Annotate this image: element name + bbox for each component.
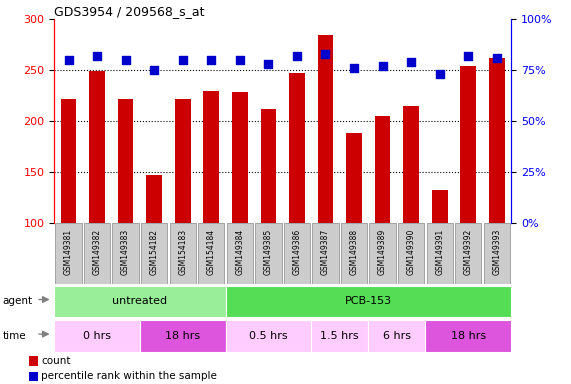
Bar bbox=[289, 73, 305, 223]
Text: count: count bbox=[42, 356, 71, 366]
Text: GSM154184: GSM154184 bbox=[207, 229, 216, 275]
FancyBboxPatch shape bbox=[227, 223, 253, 283]
Text: GSM149388: GSM149388 bbox=[349, 229, 359, 275]
FancyBboxPatch shape bbox=[198, 223, 224, 283]
Text: 18 hrs: 18 hrs bbox=[451, 331, 486, 341]
Text: 0 hrs: 0 hrs bbox=[83, 331, 111, 341]
Point bbox=[435, 71, 444, 77]
Bar bbox=[203, 91, 219, 223]
FancyBboxPatch shape bbox=[84, 223, 110, 283]
Bar bbox=[403, 106, 419, 223]
FancyBboxPatch shape bbox=[284, 223, 310, 283]
Text: GSM149389: GSM149389 bbox=[378, 229, 387, 275]
Point bbox=[64, 57, 73, 63]
Text: GSM149391: GSM149391 bbox=[435, 229, 444, 275]
Point bbox=[492, 55, 501, 61]
FancyBboxPatch shape bbox=[369, 223, 396, 283]
Text: GSM149392: GSM149392 bbox=[464, 229, 473, 275]
Bar bbox=[232, 93, 248, 223]
FancyBboxPatch shape bbox=[484, 223, 510, 283]
Point bbox=[407, 59, 416, 65]
Bar bbox=[29, 372, 38, 381]
FancyBboxPatch shape bbox=[54, 286, 226, 317]
FancyBboxPatch shape bbox=[398, 223, 424, 283]
Text: untreated: untreated bbox=[112, 296, 167, 306]
Point bbox=[235, 57, 244, 63]
Point bbox=[178, 57, 187, 63]
Text: GSM149384: GSM149384 bbox=[235, 229, 244, 275]
Bar bbox=[317, 35, 333, 223]
Text: agent: agent bbox=[3, 296, 33, 306]
Point bbox=[378, 63, 387, 69]
Text: GDS3954 / 209568_s_at: GDS3954 / 209568_s_at bbox=[54, 5, 205, 18]
Point bbox=[93, 53, 102, 59]
Text: 1.5 hrs: 1.5 hrs bbox=[320, 331, 359, 341]
FancyBboxPatch shape bbox=[311, 320, 368, 352]
FancyBboxPatch shape bbox=[226, 286, 511, 317]
Text: PCB-153: PCB-153 bbox=[345, 296, 392, 306]
Text: GSM149393: GSM149393 bbox=[492, 229, 501, 275]
Bar bbox=[489, 58, 505, 223]
Text: GSM149390: GSM149390 bbox=[407, 229, 416, 275]
Text: GSM149385: GSM149385 bbox=[264, 229, 273, 275]
FancyBboxPatch shape bbox=[255, 223, 282, 283]
Point bbox=[264, 61, 273, 67]
Bar bbox=[175, 99, 191, 223]
Text: GSM149383: GSM149383 bbox=[121, 229, 130, 275]
FancyBboxPatch shape bbox=[170, 223, 196, 283]
Point bbox=[292, 53, 301, 59]
Point bbox=[321, 51, 330, 57]
Text: 6 hrs: 6 hrs bbox=[383, 331, 411, 341]
FancyBboxPatch shape bbox=[455, 223, 481, 283]
Bar bbox=[432, 190, 448, 223]
Bar bbox=[346, 133, 362, 223]
Text: GSM149381: GSM149381 bbox=[64, 229, 73, 275]
Point bbox=[207, 57, 216, 63]
Text: time: time bbox=[3, 331, 26, 341]
FancyBboxPatch shape bbox=[312, 223, 339, 283]
FancyBboxPatch shape bbox=[140, 320, 226, 352]
Bar bbox=[146, 175, 162, 223]
Text: GSM149386: GSM149386 bbox=[292, 229, 301, 275]
Text: percentile rank within the sample: percentile rank within the sample bbox=[42, 371, 218, 381]
Point bbox=[150, 67, 159, 73]
Text: GSM154183: GSM154183 bbox=[178, 229, 187, 275]
FancyBboxPatch shape bbox=[54, 320, 140, 352]
Text: 0.5 hrs: 0.5 hrs bbox=[249, 331, 288, 341]
Text: GSM149382: GSM149382 bbox=[93, 229, 102, 275]
Bar bbox=[375, 116, 391, 223]
Point bbox=[349, 65, 359, 71]
FancyBboxPatch shape bbox=[368, 320, 425, 352]
FancyBboxPatch shape bbox=[427, 223, 453, 283]
FancyBboxPatch shape bbox=[141, 223, 167, 283]
Bar bbox=[61, 99, 77, 223]
Bar bbox=[118, 99, 134, 223]
FancyBboxPatch shape bbox=[425, 320, 511, 352]
Bar bbox=[260, 109, 276, 223]
FancyBboxPatch shape bbox=[226, 320, 311, 352]
FancyBboxPatch shape bbox=[112, 223, 139, 283]
Point bbox=[121, 57, 130, 63]
Text: 18 hrs: 18 hrs bbox=[165, 331, 200, 341]
Bar bbox=[29, 356, 38, 366]
FancyBboxPatch shape bbox=[341, 223, 367, 283]
Bar bbox=[89, 71, 105, 223]
FancyBboxPatch shape bbox=[55, 223, 82, 283]
Text: GSM154182: GSM154182 bbox=[150, 229, 159, 275]
Point bbox=[464, 53, 473, 59]
Bar bbox=[460, 66, 476, 223]
Text: GSM149387: GSM149387 bbox=[321, 229, 330, 275]
